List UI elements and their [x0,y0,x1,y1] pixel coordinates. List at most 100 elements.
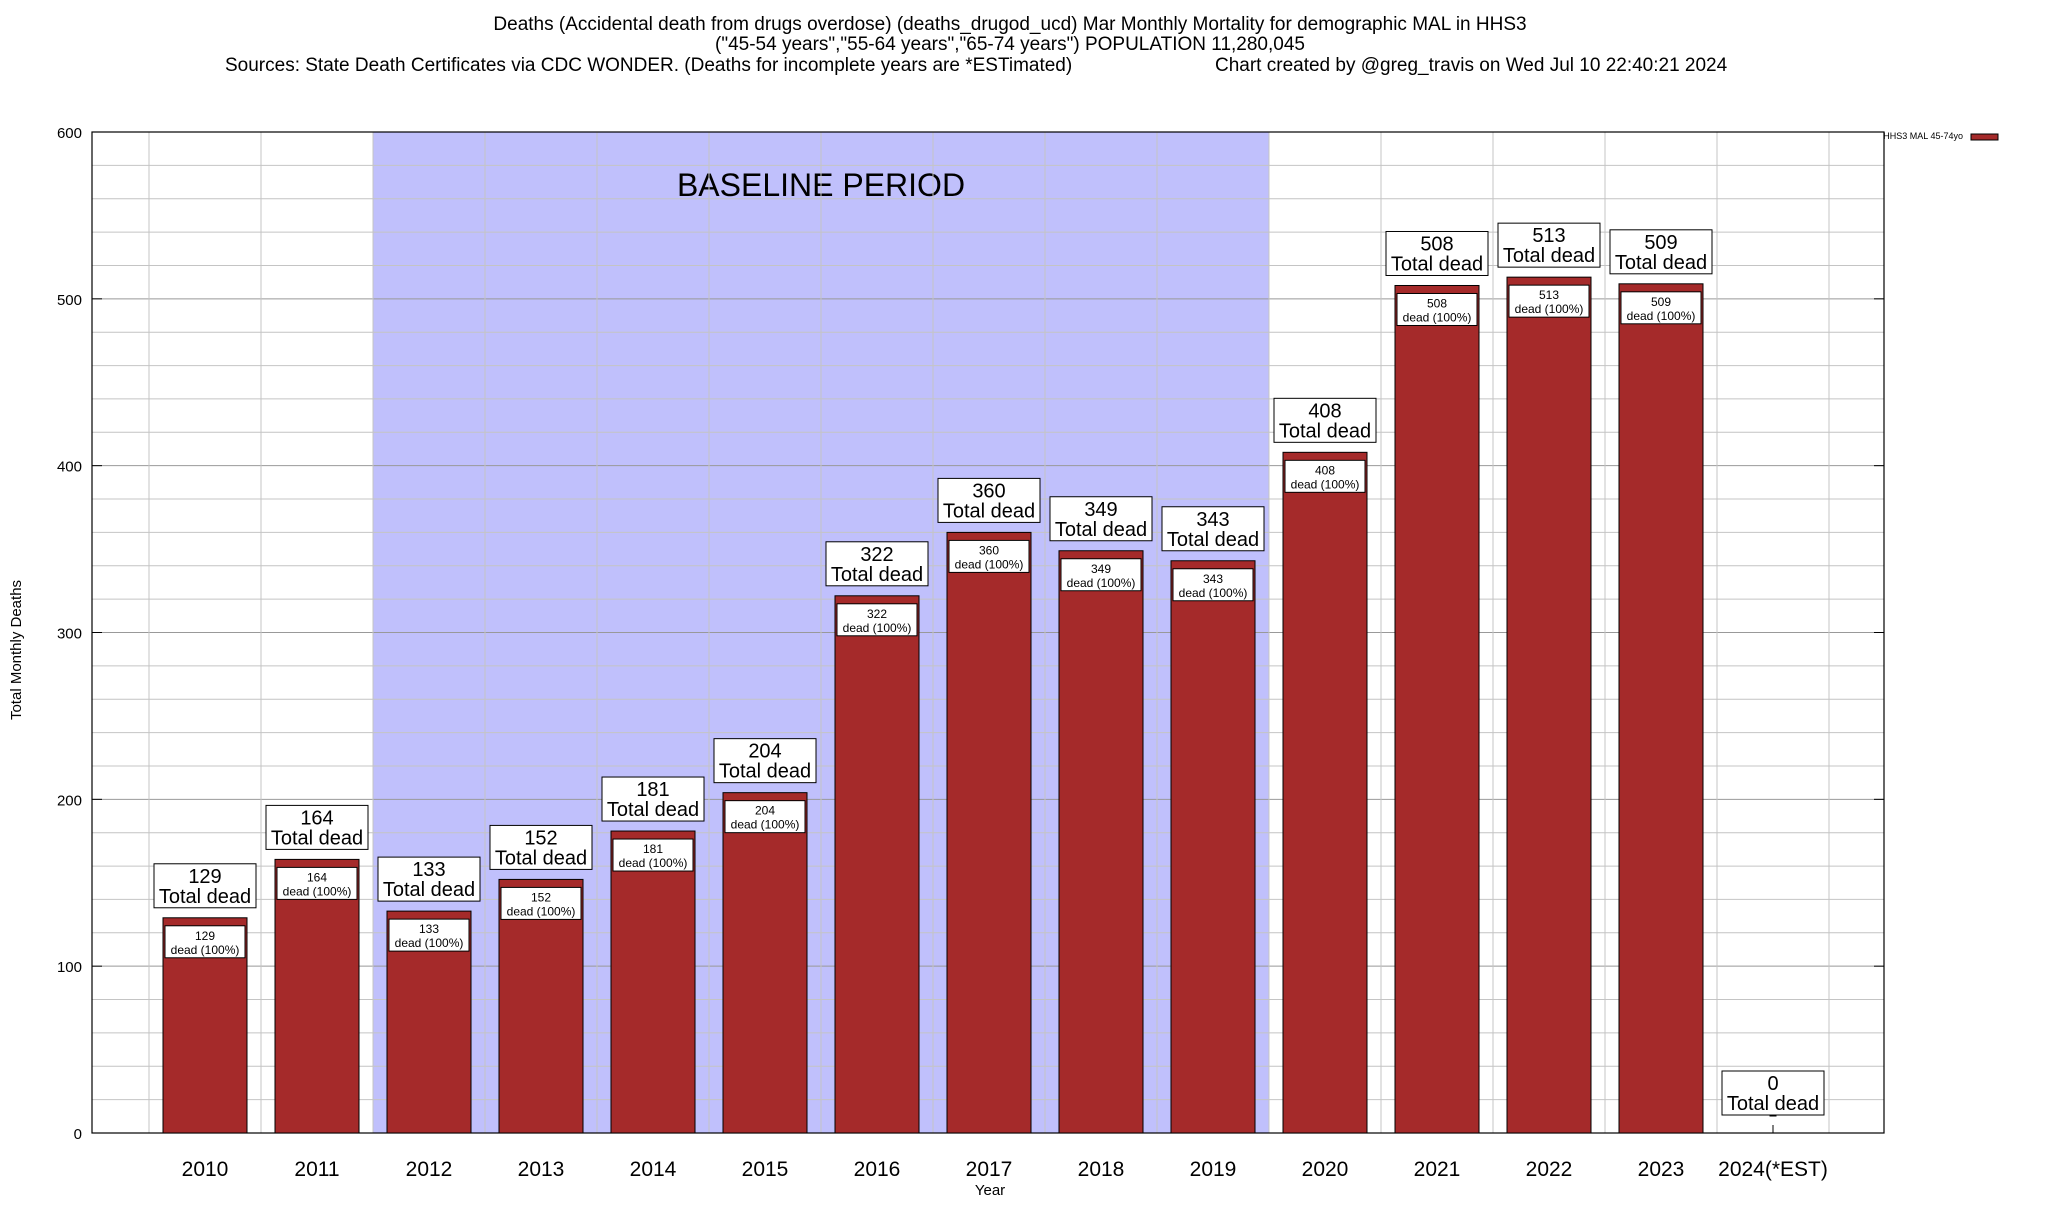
bar-total-label: Total dead [831,564,923,586]
bar-inner-label-box [948,539,1030,573]
x-tick-label: 2019 [1190,1158,1237,1181]
bar-total-value: 343 [1196,509,1229,531]
bar-inner-label: dead (100%) [283,884,352,898]
bar [1170,560,1256,1134]
bar-inner-label-box [1172,568,1254,602]
bar-total-value: 204 [748,741,781,763]
bar-total-label: Total dead [1391,253,1483,275]
bar [1058,550,1144,1134]
x-tick-label: 2015 [742,1158,789,1181]
bar-inner-label: dead (100%) [955,557,1024,571]
bar [1506,276,1592,1134]
y-tick-label: 0 [74,1126,82,1143]
legend-swatch [1970,133,1999,141]
bar-total-label: Total dead [607,799,699,821]
x-tick-label: 2012 [406,1158,453,1181]
x-tick-label: 2017 [966,1158,1013,1181]
bar-total-value: 133 [412,859,445,881]
bar-inner-value: 181 [643,842,663,856]
title-line-3: Sources: State Death Certificates via CD… [225,55,1072,76]
bar-inner-value: 129 [195,929,215,943]
bar [834,595,920,1134]
bar-total-label: Total dead [1055,519,1147,541]
bar-total-value: 513 [1532,225,1565,247]
bar-total-label-box [1049,496,1153,542]
bar-inner-label: dead (100%) [171,943,240,957]
y-tick-label: 100 [57,959,82,976]
bar-inner-label: dead (100%) [843,621,912,635]
bar-inner-value: 204 [755,804,775,818]
bar-inner-label: dead (100%) [1291,477,1360,491]
x-tick-label: 2010 [182,1158,229,1181]
x-tick-label: 2024(*EST) [1718,1158,1828,1181]
x-tick-label: 2013 [518,1158,565,1181]
bar-inner-label: dead (100%) [395,936,464,950]
bar-total-label-box [265,804,369,850]
plot-area: BASELINE PERIOD0100200300400500600201012… [57,125,1885,1181]
bar-total-value: 129 [188,866,221,888]
bar-total-label-box [825,541,929,587]
bar-total-label: Total dead [943,500,1035,522]
bar-inner-label: dead (100%) [619,856,688,870]
bar-total-label: Total dead [1727,1093,1819,1115]
x-tick-label: 2014 [630,1158,677,1181]
bar-total-label-box [153,863,257,909]
bar-total-value: 0 [1767,1073,1778,1095]
bar-inner-label-box [388,918,470,952]
bar-inner-value: 408 [1315,463,1335,477]
bar-total-value: 349 [1084,499,1117,521]
x-tick-label: 2018 [1078,1158,1125,1181]
bar-inner-value: 322 [867,607,887,621]
x-tick-label: 2011 [294,1158,339,1181]
bar-total-value: 164 [300,807,333,829]
bar-inner-label: dead (100%) [731,818,800,832]
bar-inner-value: 509 [1651,295,1671,309]
bar-total-value: 408 [1308,400,1341,422]
bar-total-label-box [489,824,593,870]
bar-inner-value: 164 [307,870,327,884]
bar-total-label-box [1609,229,1713,275]
bar-inner-value: 513 [1539,288,1559,302]
x-tick-label: 2016 [854,1158,901,1181]
bar-inner-label-box [1284,459,1366,493]
x-tick-label: 2021 [1414,1158,1461,1181]
bar-inner-label: dead (100%) [1515,302,1584,316]
bar-inner-value: 152 [531,890,551,904]
bar-total-label: Total dead [159,886,251,908]
bar-total-value: 509 [1644,232,1677,254]
bar-total-label-box [937,477,1041,523]
bar-total-label: Total dead [383,879,475,901]
bar [610,830,696,1134]
y-tick-label: 600 [57,125,82,142]
bar-inner-value: 133 [419,922,439,936]
y-tick-label: 500 [57,292,82,309]
bar-inner-label-box [1060,558,1142,592]
legend-label: HHS3 MAL 45-74yo [1883,131,1963,141]
bar [498,878,584,1134]
x-axis-label: Year [975,1182,1005,1199]
bar [274,858,360,1134]
bar [722,792,808,1134]
bar-total-label-box [1273,397,1377,443]
bar-inner-label: dead (100%) [507,904,576,918]
bar-total-label-box [377,856,481,902]
legend: HHS3 MAL 45-74yo [1883,131,1999,141]
bar-inner-label: dead (100%) [1067,576,1136,590]
bar-inner-label-box [836,603,918,637]
bar-total-label-box [1721,1070,1825,1116]
bar-total-label: Total dead [1503,245,1595,267]
bar-total-value: 508 [1420,233,1453,255]
bar-inner-label: dead (100%) [1179,586,1248,600]
bar-inner-label-box [1508,284,1590,318]
bar [1282,451,1368,1134]
bar [1618,283,1704,1134]
bar-inner-value: 343 [1203,572,1223,586]
x-tick-label: 2022 [1526,1158,1573,1181]
bar-total-value: 360 [972,480,1005,502]
bar-inner-label: dead (100%) [1403,310,1472,324]
bar-inner-value: 349 [1091,562,1111,576]
bar-total-label: Total dead [719,761,811,783]
bar-total-label-box [601,776,705,822]
x-tick-label: 2020 [1302,1158,1349,1181]
